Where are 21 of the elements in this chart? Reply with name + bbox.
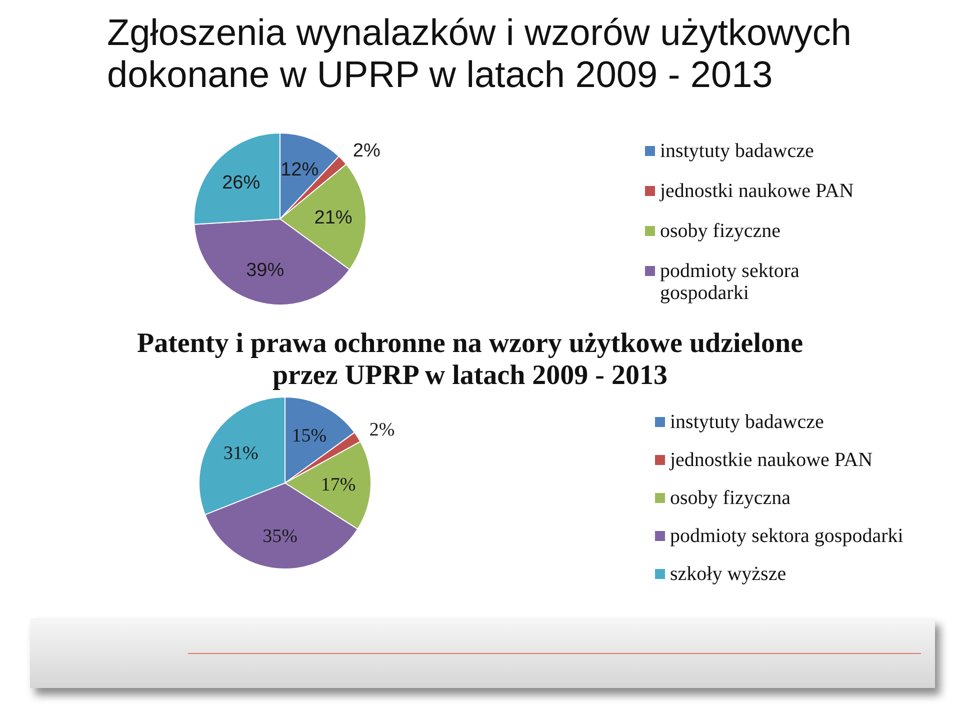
chart-title: Patenty i prawa ochronne na wzory użytkowe udzielone przez UPRP w latach 2009 - 2013: [136, 328, 804, 392]
legend-label: instytuty badawcze: [660, 140, 814, 162]
data-label: 15%: [292, 424, 327, 446]
legend-label: instytuty badawcze: [670, 411, 824, 433]
data-label: 35%: [262, 526, 298, 547]
legend-label: podmioty sektora gospodarki: [660, 260, 800, 304]
data-label: 26%: [222, 172, 260, 193]
data-label: 31%: [223, 442, 258, 464]
legend-label: osoby fizyczna: [670, 487, 791, 509]
data-label: 39%: [246, 260, 284, 281]
legend-label: osoby fizyczne: [660, 220, 781, 242]
data-label: 21%: [314, 206, 352, 228]
legend-label: podmioty sektora gospodarki: [670, 525, 904, 547]
data-label: 2%: [352, 140, 380, 162]
legend-label: jednostki naukowe PAN: [660, 180, 854, 202]
legend-label: szkoły wyższe: [670, 563, 786, 585]
data-label: 12%: [280, 158, 319, 180]
data-label: 17%: [320, 474, 356, 496]
data-label: 2%: [369, 418, 395, 440]
chart-title: Zgłoszenia wynalazków i wzorów użytkowych dokonane w UPRP w latach 2009 - 2013: [107, 12, 852, 96]
legend-label: jednostkie naukowe PAN: [670, 449, 873, 471]
